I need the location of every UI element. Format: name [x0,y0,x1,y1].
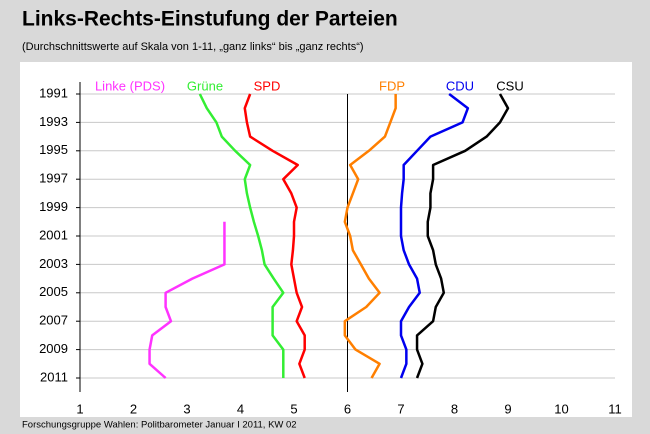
chart-subtitle: (Durchschnittswerte auf Skala von 1-11, … [22,41,364,53]
series-line [198,93,285,378]
y-tick-label: 2009 [39,341,68,356]
x-tick-label: 4 [237,401,244,416]
series-line [343,94,397,379]
y-tick-label: 2011 [40,369,68,384]
y-tick-label: 2001 [39,227,68,242]
x-tick-label: 2 [130,401,137,416]
x-tick-label: 3 [183,401,190,416]
y-tick-label: 2003 [39,256,68,271]
x-tick-label: 10 [554,401,568,416]
x-tick-label: 5 [290,401,297,416]
series-line [415,93,510,379]
legend-label: FDP [379,78,405,93]
y-tick-label: 2005 [39,284,68,299]
y-tick-label: 1993 [39,114,68,129]
x-tick-label: 11 [608,401,622,416]
series-line [148,221,226,379]
legend-label: CSU [496,78,523,93]
x-tick-label: 9 [504,401,511,416]
series-line [243,93,306,379]
plot-panel [20,62,632,417]
chart-title: Links-Rechts-Einstufung der Parteien [22,8,398,31]
y-tick-label: 1997 [39,171,68,186]
legend-label: SPD [254,78,281,93]
x-tick-label: 6 [344,401,351,416]
source: Forschungsgruppe Wahlen: Politbarometer … [22,420,297,431]
y-tick-label: 1991 [39,85,68,100]
y-tick-label: 1995 [39,142,68,157]
x-tick-label: 1 [76,401,83,416]
legend-label: Grüne [187,78,223,93]
y-tick-label: 1999 [39,199,68,214]
y-tick-label: 2007 [39,313,68,328]
series-line [399,93,470,379]
legend-label: CDU [446,78,474,93]
legend-label: Linke (PDS) [95,78,165,93]
x-tick-label: 7 [397,401,404,416]
x-tick-label: 8 [451,401,458,416]
